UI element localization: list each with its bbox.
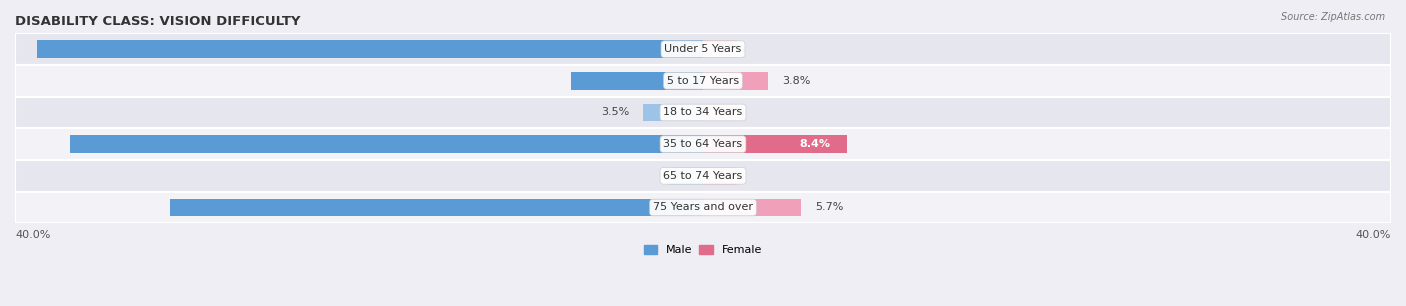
Bar [15,128,1391,160]
Text: 0.0%: 0.0% [661,171,689,181]
Text: 3.8%: 3.8% [782,76,810,86]
Bar [15,160,1391,192]
Text: 7.7%: 7.7% [686,76,717,86]
Text: 65 to 74 Years: 65 to 74 Years [664,171,742,181]
Bar [571,72,703,90]
Text: 40.0%: 40.0% [15,230,51,240]
Text: DISABILITY CLASS: VISION DIFFICULTY: DISABILITY CLASS: VISION DIFFICULTY [15,15,301,28]
Text: 31.0%: 31.0% [686,203,724,212]
Bar [15,97,1391,128]
Bar [703,199,801,216]
Text: 3.5%: 3.5% [600,107,628,118]
Bar [15,192,1391,223]
Text: 0.0%: 0.0% [717,44,745,54]
Bar [703,167,737,185]
Text: 8.4%: 8.4% [799,139,831,149]
Text: 0.0%: 0.0% [717,107,745,118]
Bar [643,104,703,121]
Text: 75 Years and over: 75 Years and over [652,203,754,212]
Bar [170,199,703,216]
Bar [703,40,737,58]
Legend: Male, Female: Male, Female [640,240,766,259]
Text: Under 5 Years: Under 5 Years [665,44,741,54]
Bar [70,136,703,153]
Bar [15,33,1391,65]
Bar [15,65,1391,97]
Text: 5 to 17 Years: 5 to 17 Years [666,76,740,86]
Bar [703,104,737,121]
Text: 36.8%: 36.8% [686,139,724,149]
Text: 18 to 34 Years: 18 to 34 Years [664,107,742,118]
Text: 38.7%: 38.7% [686,44,724,54]
Text: Source: ZipAtlas.com: Source: ZipAtlas.com [1281,12,1385,22]
Text: 5.7%: 5.7% [815,203,844,212]
Text: 35 to 64 Years: 35 to 64 Years [664,139,742,149]
Text: 0.0%: 0.0% [717,171,745,181]
Text: 40.0%: 40.0% [1355,230,1391,240]
Bar [703,72,768,90]
Bar [669,167,703,185]
Bar [38,40,703,58]
Bar [703,136,848,153]
